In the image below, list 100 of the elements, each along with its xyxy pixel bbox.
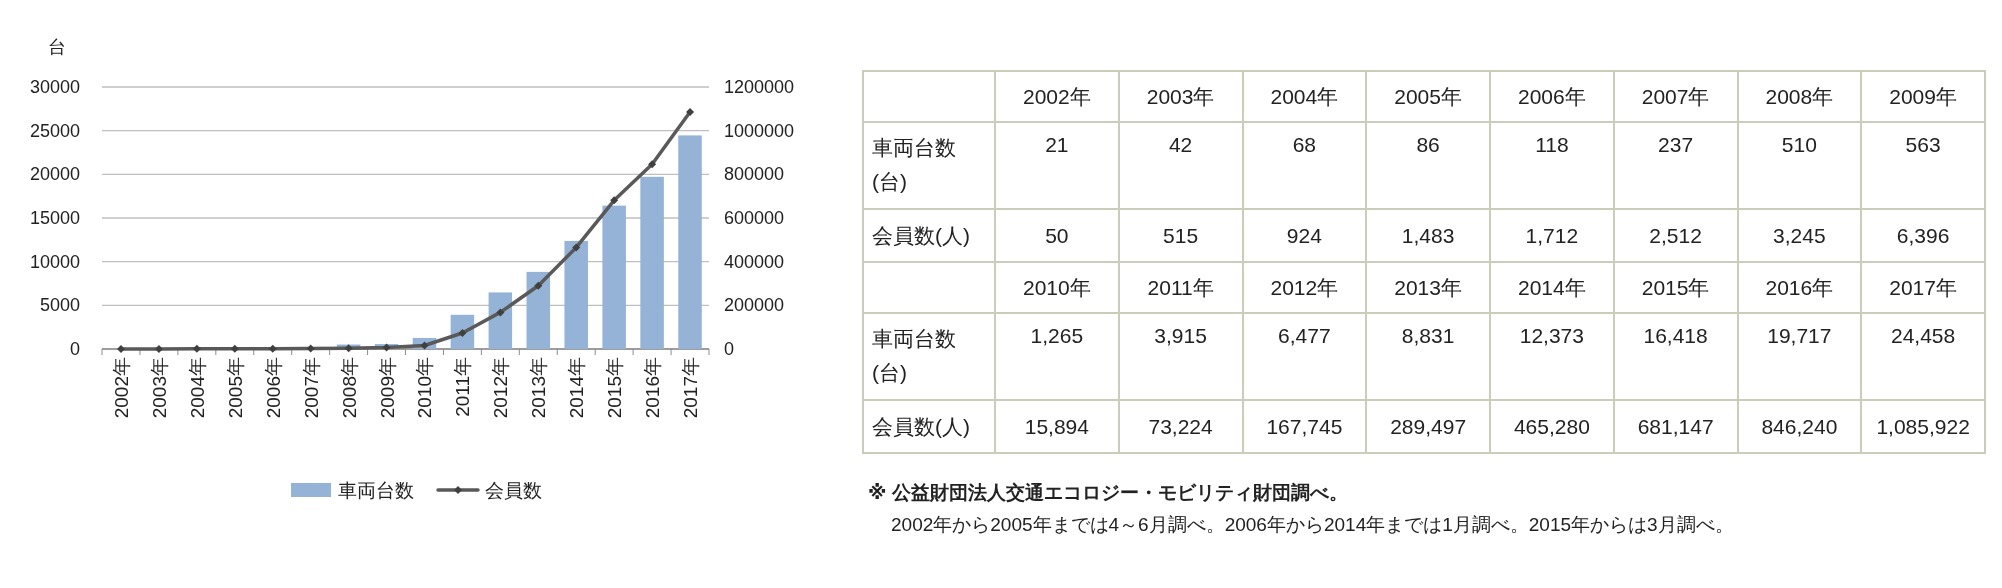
- data-label: 3,245: [1737, 209, 1862, 262]
- legend-label: 車両台数: [338, 480, 414, 501]
- y-tick-label: 0: [69, 339, 80, 359]
- x-tick-label: 2007年: [1613, 71, 1738, 122]
- text: 2002年から2005年までは4～6月調べ。2006年から2014年までは1月調べ。2015年からは3月調べ。: [891, 513, 1734, 537]
- x-tick-label: 2009年: [376, 357, 398, 419]
- x-tick-label: 2016年: [1737, 262, 1862, 313]
- data-label: 6,477: [1242, 313, 1367, 400]
- x-tick-label: 2004年: [186, 357, 208, 419]
- x-tick-label: 2005年: [224, 357, 246, 419]
- x-tick-label: 2015年: [1613, 262, 1738, 313]
- y-tick-label: 20000: [29, 164, 80, 185]
- x-tick-label: 2005年: [1366, 71, 1490, 122]
- y2-tick-label: 800000: [724, 164, 785, 185]
- x-tick-label: 2015年: [604, 357, 626, 419]
- y-tick-label: 10000: [29, 251, 80, 272]
- bar: [678, 135, 702, 349]
- data-label: 19,717: [1737, 313, 1862, 400]
- point: [686, 107, 695, 116]
- x-tick-label: 2009年: [1861, 71, 1985, 122]
- point: [610, 196, 619, 205]
- y2-tick-label: 1200000: [724, 77, 795, 97]
- x-tick-label: 2012年: [1242, 262, 1367, 313]
- bar: [564, 240, 588, 349]
- point: [648, 160, 657, 169]
- x-tick-label: 2003年: [148, 357, 170, 419]
- y-tick-label: 車両台数(台): [863, 313, 995, 400]
- x-tick-label: 2017年: [1861, 262, 1985, 313]
- data-label: 846,240: [1737, 400, 1862, 453]
- data-label: 73,224: [1118, 400, 1243, 453]
- point: [230, 344, 239, 353]
- x-tick-label: 2013年: [528, 357, 550, 419]
- data-label: 8,831: [1366, 313, 1490, 400]
- y-axis-title: 台: [48, 37, 66, 57]
- data-label: 86: [1366, 122, 1490, 209]
- bar: [488, 292, 513, 349]
- bar: [602, 205, 626, 349]
- point: [192, 344, 201, 353]
- data-label: 515: [1118, 209, 1243, 262]
- data-label: 118: [1490, 122, 1614, 209]
- data-label: 237: [1613, 122, 1738, 209]
- data-label: 12,373: [1490, 313, 1614, 400]
- legend-label: 会員数: [485, 480, 542, 501]
- x-tick-label: 2003年: [1118, 71, 1243, 122]
- data-label: 465,280: [1490, 400, 1614, 453]
- y-tick-label: 15000: [29, 208, 80, 228]
- data-label: 167,745: [1242, 400, 1367, 453]
- point: [154, 344, 163, 353]
- x-tick-label: 2004年: [1242, 71, 1367, 122]
- data-label: 1,712: [1490, 209, 1614, 262]
- point: [306, 344, 315, 353]
- data-label: 1,483: [1366, 209, 1490, 262]
- data-label: 510: [1737, 122, 1862, 209]
- y-tick-label: 5000: [39, 295, 80, 316]
- x-tick-label: 2002年: [995, 71, 1119, 122]
- data-label: 563: [1861, 122, 1985, 209]
- data-label: 681,147: [1613, 400, 1738, 453]
- bar: [640, 176, 664, 349]
- data-label: 1,085,922: [1861, 400, 1985, 453]
- y-tick-label: 車両台数(台): [863, 122, 995, 209]
- y2-tick-label: 600000: [724, 208, 785, 228]
- data-label: 50: [995, 209, 1119, 262]
- data-label: 6,396: [1861, 209, 1985, 262]
- data-label: 16,418: [1613, 313, 1738, 400]
- data-label: 68: [1242, 122, 1367, 209]
- x-tick-label: 2006年: [262, 357, 284, 419]
- point: [344, 344, 353, 353]
- text: ※ 公益財団法人交通エコロジー・モビリティ財団調べ。: [868, 481, 1348, 505]
- data-label: 24,458: [1861, 313, 1985, 400]
- data-label: 42: [1118, 122, 1243, 209]
- x-tick-label: 2008年: [1737, 71, 1862, 122]
- data-label: 1,265: [995, 313, 1119, 400]
- data-label: 15,894: [995, 400, 1119, 453]
- x-tick-label: 2002年: [110, 357, 132, 419]
- data-label: 3,915: [1118, 313, 1243, 400]
- data-label: 2,512: [1613, 209, 1738, 262]
- point: [534, 281, 543, 290]
- data-label: 289,497: [1366, 400, 1490, 453]
- point: [116, 344, 125, 353]
- x-tick-label: 2013年: [1366, 262, 1490, 313]
- x-tick-label: 2006年: [1490, 71, 1614, 122]
- x-tick-label: 2007年: [300, 357, 322, 419]
- point: [496, 308, 505, 317]
- x-tick-label: 2010年: [414, 357, 436, 419]
- x-tick-label: 2017年: [680, 357, 702, 419]
- y-tick-label: 25000: [29, 120, 80, 141]
- bar: [526, 271, 551, 349]
- x-tick-label: 2011年: [1118, 262, 1243, 313]
- y-tick-label: 会員数(人): [863, 209, 995, 262]
- x-tick-label: 2010年: [995, 262, 1119, 313]
- data-label: 924: [1242, 209, 1367, 262]
- y2-tick-label: 400000: [724, 251, 785, 272]
- y2-tick-label: 1000000: [724, 120, 795, 141]
- point: [572, 243, 581, 252]
- y2-tick-label: 200000: [724, 295, 785, 316]
- x-tick-label: 2014年: [1490, 262, 1614, 313]
- point: [382, 343, 391, 352]
- y2-tick-label: 0: [724, 339, 735, 359]
- x-tick-label: 2016年: [642, 357, 664, 419]
- x-tick-label: 2012年: [490, 357, 512, 419]
